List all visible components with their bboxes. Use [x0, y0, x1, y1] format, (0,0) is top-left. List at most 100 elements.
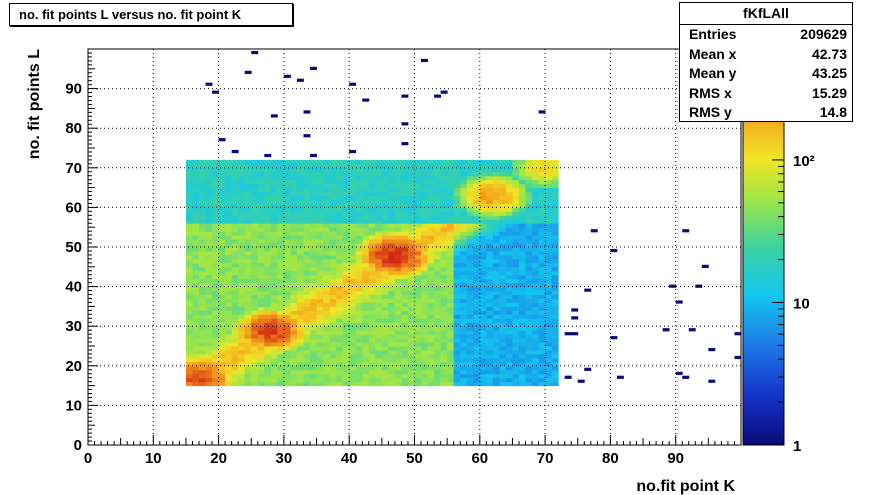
heatmap-cell — [394, 199, 402, 204]
heatmap-cell — [303, 310, 311, 315]
heatmap-cell — [270, 167, 278, 173]
heatmap-cell — [342, 342, 350, 347]
heatmap-cell — [512, 211, 520, 216]
heatmap-cell — [453, 254, 461, 260]
heatmap-cell — [505, 326, 513, 331]
heatmap-cell — [264, 322, 272, 327]
heatmap-cell — [244, 163, 252, 169]
heatmap-cell — [192, 235, 200, 240]
heatmap-cell — [407, 314, 415, 319]
heatmap-cell — [512, 330, 520, 335]
palette-tick-label: 10 — [793, 295, 810, 312]
heatmap-cell — [270, 298, 278, 303]
heatmap-cell — [505, 227, 513, 232]
heatmap-cell — [407, 179, 415, 185]
heatmap-cell — [518, 195, 527, 200]
heatmap-cell — [460, 175, 468, 181]
heatmap-cell — [532, 346, 540, 351]
sparse-point — [610, 336, 618, 340]
heatmap-cell — [290, 167, 298, 173]
heatmap-cell — [283, 179, 291, 185]
heatmap-cell — [316, 258, 324, 264]
heatmap-cell — [538, 290, 546, 296]
heatmap-cell — [349, 266, 357, 272]
heatmap-cell — [551, 191, 559, 197]
heatmap-cell — [453, 191, 461, 197]
sparse-point — [538, 110, 546, 114]
stats-box: fKfLAll Entries 209629 Mean x 42.73 Mean… — [679, 2, 853, 122]
heatmap-cell — [296, 381, 304, 387]
heatmap-cell — [434, 211, 442, 216]
heatmap-cell — [440, 187, 448, 193]
heatmap-cell — [466, 369, 474, 375]
heatmap-cell — [212, 203, 220, 208]
heatmap-cell — [336, 369, 344, 375]
heatmap-cell — [349, 274, 357, 280]
heatmap-cell — [499, 349, 507, 355]
heatmap-cell — [453, 349, 461, 355]
heatmap-cell — [421, 365, 429, 371]
heatmap-cell — [401, 274, 409, 280]
heatmap-cell — [244, 365, 252, 371]
heatmap-cell — [388, 250, 396, 256]
heatmap-cell — [499, 250, 507, 256]
heatmap-cell — [277, 203, 285, 208]
heatmap-cell — [401, 171, 409, 177]
heatmap-cell — [355, 227, 363, 232]
heatmap-cell — [499, 227, 507, 232]
heatmap-cell — [394, 286, 402, 292]
heatmap-cell — [336, 377, 344, 383]
heatmap-cell — [310, 163, 318, 169]
heatmap-cell — [447, 203, 455, 208]
heatmap-cell — [355, 298, 363, 303]
heatmap-cell — [381, 326, 389, 331]
heatmap-cell — [212, 381, 220, 387]
heatmap-cell — [264, 254, 272, 260]
heatmap-cell — [394, 227, 402, 232]
heatmap-cell — [538, 342, 546, 347]
heatmap-cell — [244, 219, 252, 224]
heatmap-cell — [257, 286, 265, 292]
heatmap-cell — [238, 254, 246, 260]
sparse-point — [571, 316, 579, 320]
heatmap-cell — [368, 274, 376, 280]
heatmap-cell — [368, 215, 376, 220]
heatmap-cell — [342, 318, 350, 323]
heatmap-cell — [545, 163, 553, 169]
heatmap-cell — [551, 373, 559, 379]
heatmap-cell — [205, 330, 213, 335]
heatmap-cell — [545, 306, 553, 311]
heatmap-cell — [316, 211, 324, 216]
heatmap-cell — [349, 381, 357, 387]
heatmap-cell — [323, 290, 331, 296]
heatmap-cell — [355, 377, 363, 383]
heatmap-cell — [212, 302, 220, 307]
heatmap-cell — [407, 334, 415, 339]
heatmap-cell — [375, 357, 383, 363]
heatmap-cell — [270, 235, 278, 240]
heatmap-cell — [407, 318, 415, 323]
heatmap-cell — [466, 349, 474, 355]
heatmap-cell — [427, 266, 435, 272]
heatmap-cell — [427, 302, 435, 307]
heatmap-cell — [388, 203, 396, 208]
heatmap-cell — [368, 195, 376, 200]
heatmap-cell — [225, 322, 233, 327]
heatmap-cell — [492, 294, 500, 299]
heatmap-cell — [440, 199, 448, 204]
heatmap-cell — [545, 159, 553, 165]
heatmap-cell — [283, 334, 291, 339]
heatmap-cell — [512, 191, 520, 197]
heatmap-cell — [375, 306, 383, 311]
heatmap-cell — [466, 159, 474, 165]
heatmap-cell — [492, 227, 500, 232]
heatmap-cell — [316, 290, 324, 296]
heatmap-cell — [479, 310, 487, 315]
heatmap-cell — [323, 326, 331, 331]
heatmap-cell — [270, 357, 278, 363]
heatmap-cell — [199, 342, 207, 347]
heatmap-cell — [238, 318, 246, 323]
heatmap-cell — [499, 254, 507, 260]
heatmap-cell — [440, 250, 448, 256]
heatmap-cell — [329, 163, 337, 169]
